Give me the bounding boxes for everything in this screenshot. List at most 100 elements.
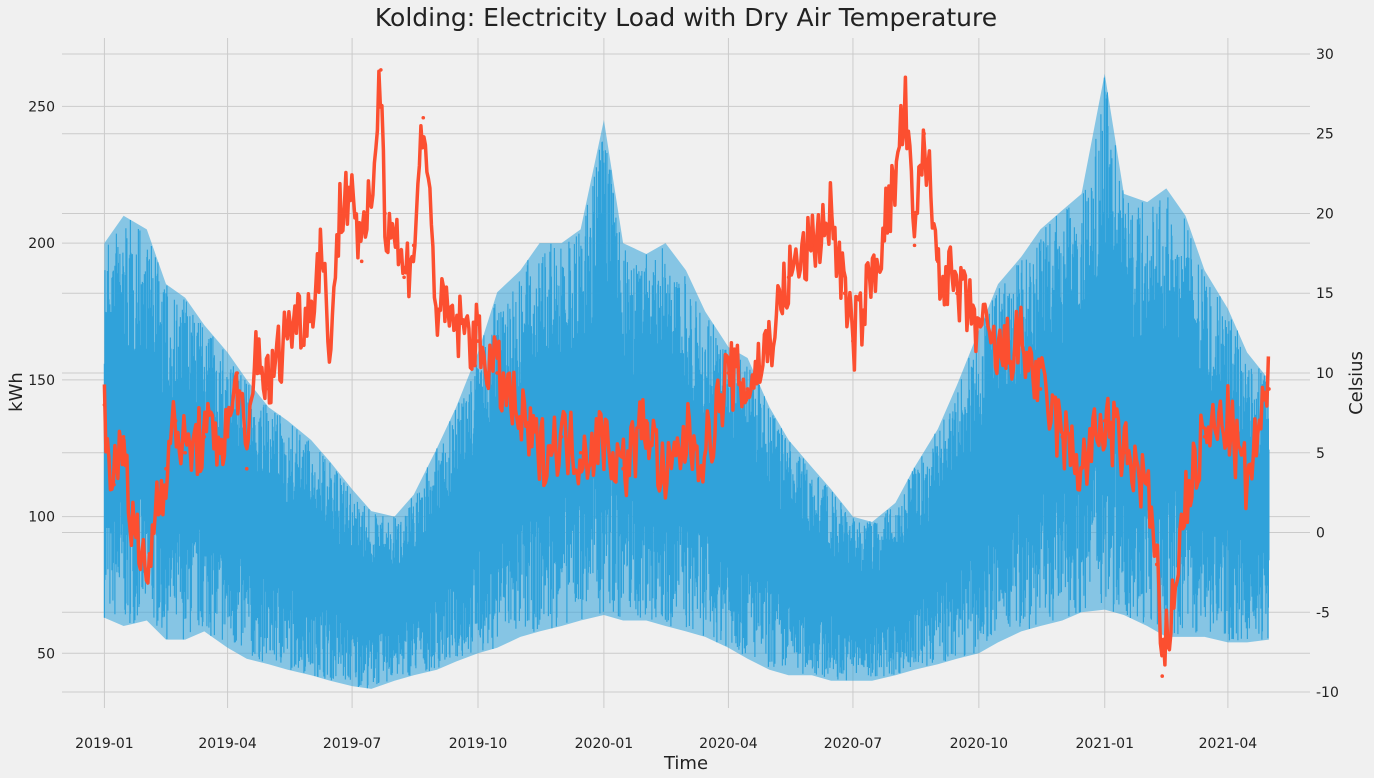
y-tick-label-left: 250 (28, 99, 55, 115)
temperature-point (1079, 466, 1084, 471)
temperature-point (235, 371, 239, 375)
temperature-point (1202, 435, 1207, 439)
temperature-point (1019, 339, 1024, 343)
temperature-point (644, 419, 649, 423)
temperature-point (102, 403, 107, 407)
temperature-point (935, 259, 940, 264)
temperature-point (337, 211, 342, 216)
temperature-point (383, 211, 387, 216)
temperature-point (893, 179, 898, 184)
temperature-point (786, 275, 791, 280)
temperature-point (183, 450, 187, 455)
y-tick-label-right: 20 (1316, 206, 1334, 222)
temperature-point (1038, 387, 1043, 391)
y-axis-label-right: Celsius (1346, 351, 1367, 415)
y-tick-label-right: -10 (1316, 685, 1339, 701)
temperature-point (285, 323, 290, 327)
temperature-point (842, 291, 847, 296)
y-tick-label-left: 100 (28, 510, 55, 526)
x-tick-label: 2019-10 (449, 736, 508, 752)
tick-labels: 2019-01 2019-04 2019-07 2019-10 2020-01 2020-… (28, 47, 1339, 752)
series-layer (102, 68, 1271, 689)
y-tick-label-left: 200 (28, 236, 55, 252)
temperature-point (112, 482, 116, 487)
temperature-point (309, 307, 313, 311)
temperature-point (703, 450, 707, 455)
y-tick-label-right: 10 (1316, 366, 1334, 382)
temperature-point (421, 115, 426, 120)
temperature-point (359, 259, 364, 264)
temperature-series-line (102, 69, 1271, 667)
y-tick-label-right: 15 (1316, 286, 1334, 302)
temperature-point (454, 323, 458, 327)
temperature-point (495, 371, 499, 375)
temperature-point (402, 275, 406, 280)
temperature-point (518, 419, 523, 423)
temperature-point (996, 355, 1000, 359)
temperature-point (1226, 419, 1230, 423)
temperature-point (922, 131, 926, 136)
temperature-point (164, 466, 168, 471)
temperature-point (903, 100, 907, 104)
chart-title: Kolding: Electricity Load with Dry Air T… (375, 3, 997, 32)
temperature-point (145, 578, 149, 583)
y-tick-label-left: 50 (37, 646, 55, 662)
y-tick-label-right: 30 (1316, 47, 1334, 63)
temperature-point (154, 498, 159, 503)
temperature-point (1171, 594, 1175, 599)
temperature-point (225, 435, 230, 439)
temperature-point (1154, 562, 1159, 567)
temperature-point (328, 339, 333, 343)
temperature-point (244, 466, 249, 471)
temperature-point (621, 466, 625, 471)
temperature-point (379, 68, 383, 72)
temperature-point (578, 450, 583, 455)
temperature-point (829, 211, 833, 216)
temperature-point (350, 179, 354, 184)
temperature-point (1267, 387, 1271, 391)
temperature-point (1102, 419, 1107, 423)
temperature-point (726, 371, 731, 375)
temperature-point (602, 435, 606, 439)
x-axis-label: Time (663, 753, 708, 774)
temperature-point (810, 243, 814, 248)
temperature-point (411, 243, 416, 248)
temperature-point (254, 339, 259, 343)
y-tick-label-right: 0 (1316, 526, 1325, 542)
temperature-point (912, 243, 917, 248)
x-tick-label: 2019-07 (323, 736, 382, 752)
y-tick-label-right: -5 (1316, 605, 1330, 621)
temperature-point (318, 243, 323, 248)
x-tick-label: 2019-04 (198, 736, 257, 752)
temperature-point (369, 195, 374, 200)
temperature-point (870, 275, 874, 280)
temperature-point (1245, 482, 1249, 487)
temperature-point (1060, 435, 1065, 439)
temperature-point (1183, 498, 1188, 503)
x-tick-label: 2019-01 (75, 736, 134, 752)
y-tick-label-right: 5 (1316, 446, 1325, 462)
temperature-point (767, 339, 772, 343)
temperature-point (1145, 482, 1149, 487)
temperature-point (173, 419, 178, 423)
temperature-point (131, 530, 135, 535)
temperature-point (663, 482, 668, 487)
temperature-point (559, 435, 564, 439)
y-axis-label-left: kWh (6, 372, 27, 412)
temperature-point (745, 387, 750, 391)
x-tick-label: 2020-04 (699, 736, 758, 752)
y-tick-label-right: 25 (1316, 127, 1334, 143)
temperature-point (121, 435, 126, 439)
y-tick-label-left: 150 (28, 373, 55, 389)
load-series-trace (103, 77, 1270, 689)
temperature-point (202, 435, 207, 439)
temperature-point (392, 227, 397, 232)
temperature-point (1160, 674, 1165, 678)
temperature-point (955, 291, 959, 296)
temperature-point (537, 450, 542, 455)
temperature-point (977, 323, 981, 327)
x-tick-label: 2021-04 (1199, 736, 1258, 752)
temperature-point (476, 339, 480, 343)
temperature-point (1122, 450, 1126, 455)
